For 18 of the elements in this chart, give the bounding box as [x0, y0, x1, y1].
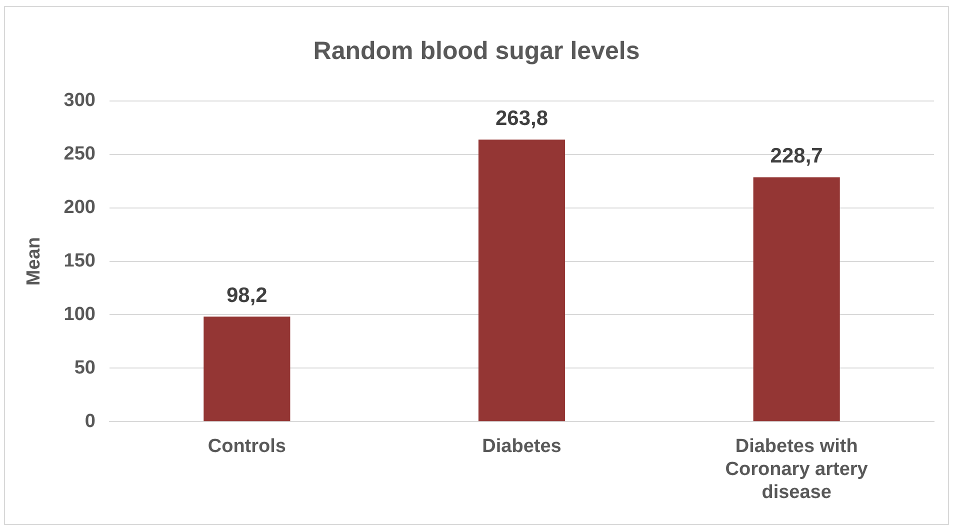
data-label: 263,8: [495, 106, 548, 130]
y-tick-label: 50: [74, 357, 96, 378]
x-tick-label: Diabetes: [482, 436, 562, 458]
y-tick-label: 250: [64, 144, 96, 165]
x-tick-label: Diabetes with Coronary artery disease: [725, 436, 868, 503]
bar: [204, 316, 290, 422]
y-tick-label: 150: [64, 250, 96, 272]
y-tick-label: 100: [64, 304, 96, 325]
data-label: 228,7: [770, 144, 823, 168]
data-label: 98,2: [226, 284, 268, 307]
chart-title: Random blood sugar levels: [313, 36, 640, 65]
bar: [478, 140, 566, 422]
y-axis-title: Mean: [24, 237, 45, 286]
bar: [753, 177, 840, 422]
y-tick-label: 300: [64, 90, 96, 112]
x-tick-label: Controls: [208, 436, 286, 458]
y-tick-label: 200: [64, 197, 96, 218]
y-tick-label: 0: [84, 410, 96, 432]
